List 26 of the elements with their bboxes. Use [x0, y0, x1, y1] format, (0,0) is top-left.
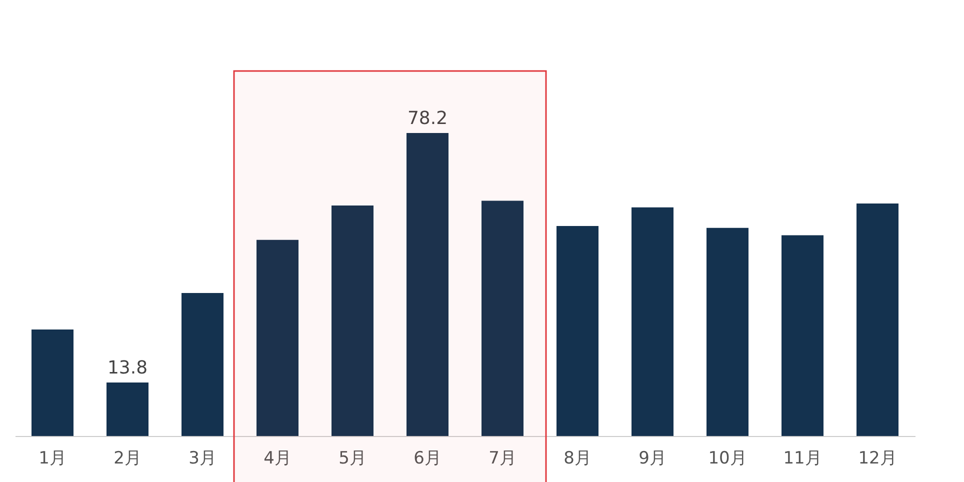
- x-tick-label: 5月: [338, 448, 366, 468]
- x-tick-label: 1月: [38, 448, 66, 468]
- bar: [556, 226, 598, 436]
- x-tick-label: 11月: [783, 448, 822, 468]
- bar: [856, 204, 898, 436]
- x-tick-label: 10月: [708, 448, 747, 468]
- bar: [632, 207, 674, 436]
- x-tick-label: 7月: [488, 448, 516, 468]
- x-tick-label: 2月: [114, 448, 142, 468]
- bar: [182, 293, 224, 436]
- bar: [106, 382, 148, 436]
- bar: [256, 240, 298, 436]
- x-tick-label: 6月: [414, 448, 442, 468]
- data-label: 13.8: [107, 358, 148, 379]
- bar: [32, 329, 74, 436]
- data-label: 78.2: [407, 108, 448, 129]
- bar: [332, 205, 374, 436]
- x-tick-label: 3月: [188, 448, 216, 468]
- bar: [706, 228, 748, 436]
- bar: [782, 235, 824, 436]
- x-tick-label: 12月: [858, 448, 897, 468]
- bar: [482, 200, 524, 436]
- bar: [406, 132, 448, 436]
- x-tick-label: 9月: [638, 448, 666, 468]
- x-tick-label: 8月: [564, 448, 592, 468]
- x-tick-label: 4月: [264, 448, 292, 468]
